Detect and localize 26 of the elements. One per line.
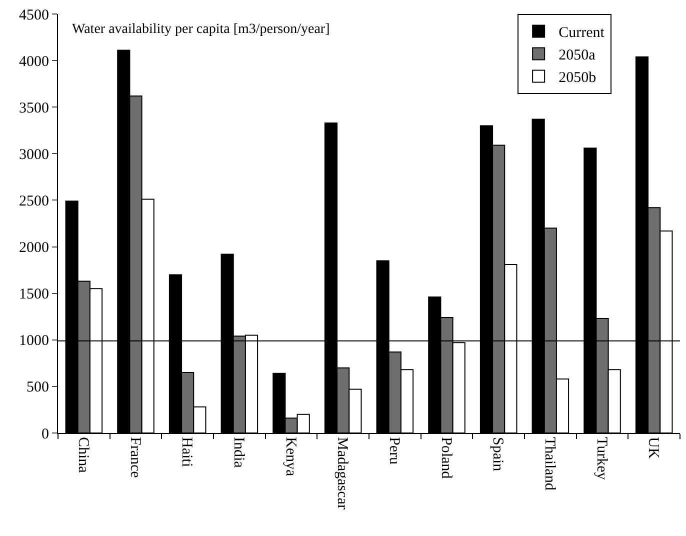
y-tick-label: 4500 bbox=[19, 7, 49, 24]
legend-label: 2050a bbox=[558, 48, 596, 64]
y-tick-label: 2500 bbox=[19, 193, 49, 210]
x-tick-label: Kenya bbox=[282, 437, 298, 476]
y-tick-label: 3500 bbox=[19, 100, 49, 116]
x-tick-label: Spain bbox=[490, 437, 506, 472]
y-tick-label: 500 bbox=[26, 380, 49, 396]
x-tick-label: UK bbox=[645, 437, 662, 459]
text: Water availability per capita [m3/person/year] bbox=[72, 22, 330, 37]
x-tick-label: India bbox=[230, 437, 247, 468]
y-tick-label: 4000 bbox=[19, 54, 49, 70]
y-tick-label: 0 bbox=[42, 426, 49, 442]
legend-label: Current bbox=[558, 25, 606, 42]
x-tick-label: Peru bbox=[386, 437, 402, 465]
y-tick-label: 3000 bbox=[19, 146, 49, 163]
x-tick-label: France bbox=[126, 437, 143, 478]
x-tick-label: Turkey bbox=[593, 437, 610, 480]
x-tick-label: Thailand bbox=[542, 437, 558, 491]
x-tick-label: Poland bbox=[438, 437, 454, 480]
y-tick-label: 2000 bbox=[19, 240, 49, 256]
y-tick-label: 1000 bbox=[19, 333, 49, 350]
x-tick-label: Madagascar bbox=[334, 437, 350, 510]
x-tick-label: Haiti bbox=[178, 437, 195, 467]
legend-label: 2050b bbox=[558, 70, 596, 86]
y-tick-label: 1500 bbox=[19, 286, 49, 303]
x-tick-label: China bbox=[75, 437, 92, 474]
